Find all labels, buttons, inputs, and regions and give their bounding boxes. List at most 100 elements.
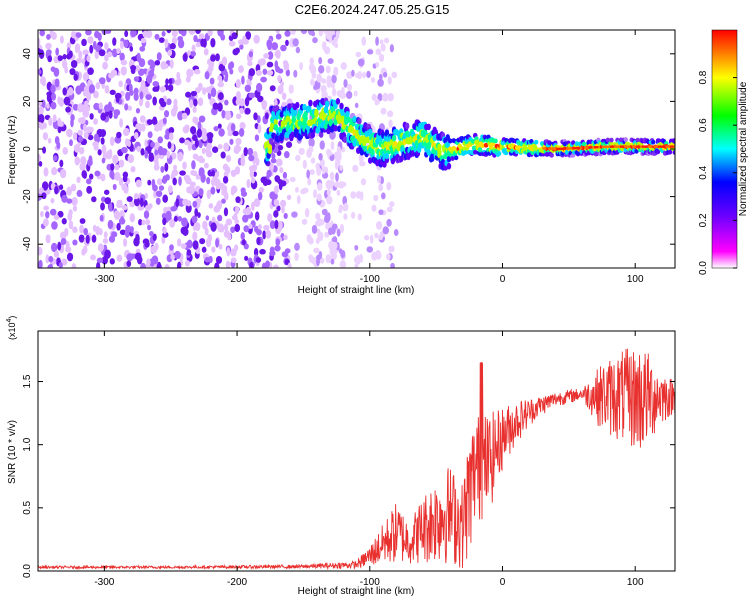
x-tick-label: -100 [360, 274, 380, 285]
heatmap-cell [354, 244, 359, 251]
heatmap-cell [295, 101, 300, 109]
heatmap-cell [307, 105, 312, 112]
heatmap-cell [437, 143, 442, 151]
heatmap-cell [54, 78, 60, 88]
heatmap-cell [147, 224, 152, 231]
heatmap-cell [103, 231, 108, 239]
heatmap-cell [391, 134, 397, 142]
heatmap-cell [131, 253, 137, 259]
heatmap-cell [645, 145, 649, 148]
heatmap-cell [389, 44, 395, 53]
heatmap-cell [224, 71, 229, 81]
heatmap-cell [197, 121, 202, 131]
heatmap-cell [144, 139, 149, 147]
heatmap-cell [182, 198, 189, 206]
heatmap-cell [663, 145, 667, 148]
heatmap-cell [255, 69, 263, 77]
heatmap-cell [649, 145, 653, 148]
heatmap-cell [130, 30, 137, 38]
heatmap-cell [210, 37, 216, 48]
heatmap-cell [647, 145, 651, 148]
heatmap-cell [653, 145, 657, 148]
heatmap-cell [62, 54, 67, 60]
heatmap-cell [353, 90, 358, 97]
heatmap-cell [66, 198, 73, 204]
heatmap-cell [285, 39, 289, 47]
heatmap-cell [214, 178, 221, 188]
heatmap-cell [451, 145, 456, 151]
heatmap-cell [235, 78, 241, 89]
heatmap-cell [38, 193, 43, 201]
heatmap-cell [135, 107, 141, 114]
heatmap-cell [325, 254, 332, 264]
heatmap-cell [359, 160, 366, 167]
heatmap-cell [146, 119, 153, 125]
heatmap-cell [182, 53, 188, 62]
heatmap-cell [199, 238, 206, 245]
heatmap-cell [180, 243, 187, 249]
heatmap-cell [367, 128, 373, 136]
heatmap-cell [112, 154, 119, 164]
heatmap-cell [357, 58, 365, 67]
heatmap-cell [162, 117, 167, 125]
heatmap-cell [234, 206, 240, 215]
heatmap-cell [220, 224, 225, 233]
multiplier-close: ) [7, 316, 17, 319]
heatmap-cell [360, 178, 367, 186]
heatmap-cell [174, 250, 181, 260]
heatmap-cell [276, 158, 283, 167]
snr-line [38, 348, 675, 571]
heatmap-cell [358, 153, 364, 163]
heatmap-cell [263, 224, 270, 231]
heatmap-cell [186, 239, 193, 249]
heatmap-cell [177, 111, 184, 121]
heatmap-cell [72, 198, 78, 205]
top-x-axis: -300 -200 -100 0 100 [94, 30, 644, 285]
heatmap-cell [193, 35, 198, 43]
heatmap-cell [177, 151, 184, 162]
heatmap-cell [318, 56, 323, 65]
heatmap-cell [110, 163, 115, 171]
heatmap-cell [309, 57, 315, 65]
heatmap-cell [148, 153, 155, 162]
heatmap-cell [93, 102, 100, 111]
heatmap-cell [389, 201, 395, 208]
heatmap-cell [255, 257, 262, 263]
heatmap-cell [168, 127, 175, 134]
heatmap-cell [619, 145, 623, 148]
heatmap-cell [329, 171, 335, 181]
heatmap-cell [111, 48, 118, 58]
heatmap-cell [244, 255, 249, 261]
heatmap-cell [138, 219, 143, 226]
heatmap-cell [235, 91, 242, 101]
heatmap-cell [192, 200, 198, 208]
heatmap-cell [167, 84, 174, 92]
heatmap-cell [210, 54, 216, 62]
heatmap-cell [352, 115, 357, 123]
heatmap-cell [238, 128, 245, 137]
heatmap-cell [338, 248, 343, 255]
heatmap-cell [234, 165, 241, 175]
heatmap-cell [239, 107, 244, 114]
heatmap-cell [343, 78, 348, 88]
heatmap-cell [613, 145, 617, 148]
heatmap-cell [91, 234, 97, 243]
colorbar-ticks: 0.0 0.2 0.4 0.6 0.8 [698, 70, 737, 275]
heatmap-cell [202, 87, 207, 96]
heatmap-cell [194, 138, 199, 148]
heatmap-cell [558, 147, 562, 151]
heatmap-cell [262, 68, 268, 75]
heatmap-cell [275, 33, 282, 40]
heatmap-cell [94, 133, 99, 141]
heatmap-cell [269, 163, 274, 170]
heatmap-cell [600, 145, 604, 149]
heatmap-cell [154, 154, 160, 160]
heatmap-cell [50, 101, 57, 110]
heatmap-cell [206, 189, 212, 200]
heatmap-cell [281, 92, 287, 100]
heatmap-cell [198, 188, 204, 197]
heatmap-cell [359, 191, 364, 201]
heatmap-cell [355, 72, 360, 79]
heatmap-cell [129, 46, 134, 52]
heatmap-cell [357, 117, 362, 125]
